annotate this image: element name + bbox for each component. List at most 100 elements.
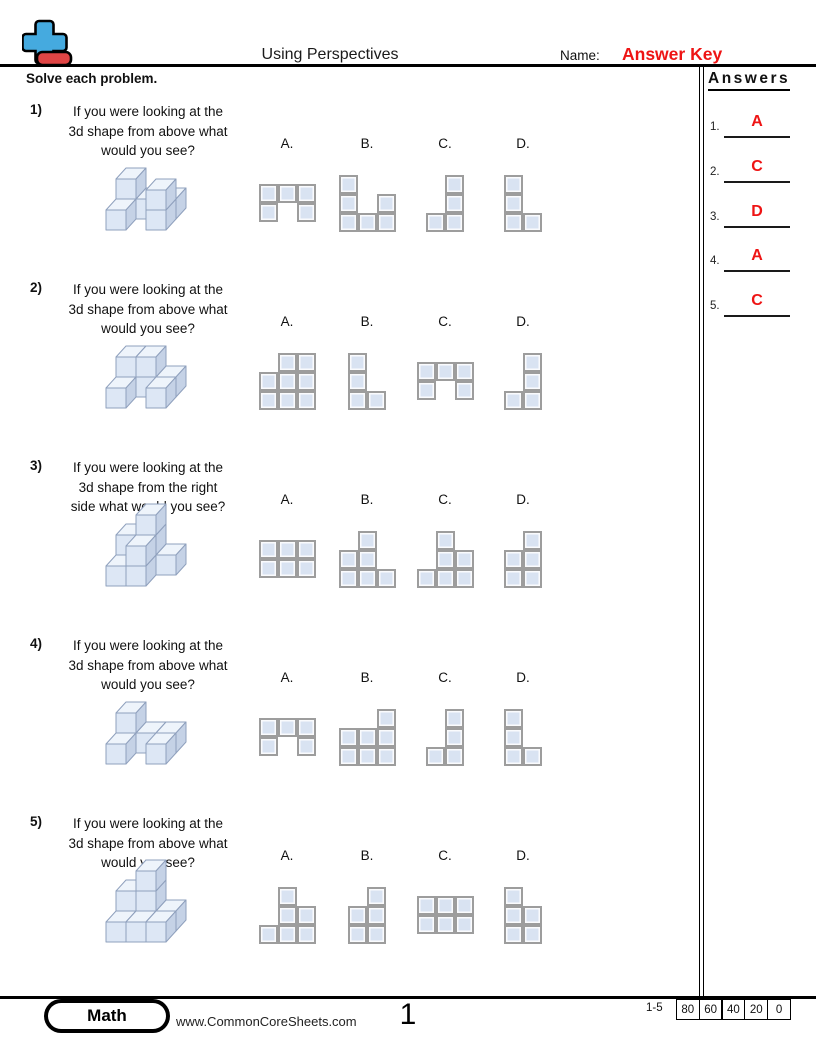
question-line: If you were looking at the: [72, 816, 224, 831]
score-range-label: 1-5: [646, 1002, 663, 1014]
grid-cell-filled: [367, 924, 386, 944]
grid-cell-empty: [504, 372, 523, 391]
grid-cell-empty: [358, 194, 377, 213]
answer-blank-line: [724, 225, 790, 228]
score-box: 60: [698, 999, 723, 1020]
option-grid-wrap: [328, 344, 406, 418]
option-column[interactable]: A.: [248, 848, 326, 952]
grid-cell-filled: [338, 212, 358, 232]
option-column[interactable]: B.: [328, 670, 406, 774]
grid-cell-filled: [376, 708, 396, 728]
option-column[interactable]: B.: [328, 314, 406, 418]
answer-blank-line: [724, 136, 790, 138]
option-grid: [426, 708, 464, 766]
footer-divider: [0, 996, 816, 999]
grid-cell-filled: [357, 568, 377, 588]
option-column[interactable]: A.: [248, 136, 326, 240]
grid-cell-filled: [357, 212, 377, 232]
grid-cell-filled: [454, 915, 474, 934]
option-column[interactable]: C.: [406, 492, 484, 596]
option-column[interactable]: B.: [328, 492, 406, 596]
grid-cell-filled: [338, 193, 358, 213]
problem-row: 5) If you were looking at the 3d shape fro…: [0, 808, 698, 986]
page-title: Using Perspectives: [261, 46, 399, 63]
option-column[interactable]: D.: [484, 492, 562, 596]
grid-cell-filled: [376, 746, 396, 766]
option-column[interactable]: B.: [328, 136, 406, 240]
problem-number: 4): [30, 636, 43, 651]
option-grid-wrap: [328, 700, 406, 774]
option-column[interactable]: C.: [406, 314, 484, 418]
grid-cell-filled: [523, 390, 542, 410]
option-grid-wrap: [328, 522, 406, 596]
option-column[interactable]: D.: [484, 848, 562, 952]
option-column[interactable]: B.: [328, 848, 406, 952]
option-column[interactable]: C.: [406, 136, 484, 240]
grid-cell-filled: [296, 559, 316, 578]
grid-cell-filled: [426, 746, 445, 766]
option-grid: [504, 530, 542, 588]
grid-cell-empty: [436, 381, 455, 400]
option-column[interactable]: A.: [248, 492, 326, 596]
header-divider: [0, 64, 816, 67]
option-column[interactable]: D.: [484, 314, 562, 418]
option-grid-wrap: [328, 878, 406, 952]
grid-cell-filled: [454, 381, 474, 400]
grid-cell-filled: [523, 352, 542, 372]
grid-cell-empty: [367, 372, 386, 391]
grid-cell-empty: [523, 175, 542, 194]
grid-cell-filled: [348, 390, 367, 410]
grid-cell-empty: [377, 531, 396, 550]
score-box: 80: [675, 999, 700, 1020]
question-line: 3d shape from above what: [68, 123, 228, 139]
option-grid: [348, 886, 386, 944]
option-grid-wrap: [248, 166, 326, 240]
option-grid-wrap: [248, 878, 326, 952]
grid-cell-filled: [258, 718, 278, 737]
question-line: would you see?: [101, 321, 195, 336]
option-column[interactable]: A.: [248, 670, 326, 774]
answer-number: 3.: [710, 210, 720, 223]
problem-number: 1): [30, 102, 43, 117]
grid-cell-empty: [367, 353, 386, 372]
subject-badge: Math: [44, 999, 170, 1033]
grid-cell-filled: [504, 708, 523, 728]
option-column[interactable]: A.: [248, 314, 326, 418]
grid-cell-filled: [348, 905, 367, 925]
option-column[interactable]: C.: [406, 670, 484, 774]
name-label: Name:: [560, 48, 600, 63]
grid-cell-filled: [523, 530, 542, 550]
grid-cell-empty: [358, 709, 377, 728]
option-column[interactable]: C.: [406, 848, 484, 952]
grid-cell-filled: [504, 390, 523, 410]
answers-title: Answers: [708, 70, 791, 91]
option-label: C.: [438, 314, 452, 329]
grid-cell-filled: [504, 746, 523, 766]
grid-cell-empty: [339, 709, 358, 728]
website-link[interactable]: www.CommonCoreSheets.com: [176, 1014, 357, 1029]
option-label: A.: [280, 670, 294, 685]
grid-cell-empty: [523, 728, 542, 747]
grid-cell-filled: [523, 924, 542, 944]
grid-cell-filled: [277, 559, 297, 578]
option-grid: [426, 174, 464, 232]
grid-cell-empty: [377, 175, 396, 194]
grid-cell-empty: [426, 728, 445, 747]
grid-cell-filled: [258, 203, 278, 222]
option-label: C.: [438, 670, 452, 685]
option-column[interactable]: D.: [484, 670, 562, 774]
grid-cell-empty: [504, 353, 523, 372]
question-line: If you were looking at the: [72, 282, 224, 297]
answer-value: A: [751, 247, 763, 265]
option-grid: [338, 708, 396, 766]
grid-cell-filled: [435, 568, 455, 588]
grid-cell-filled: [338, 568, 358, 588]
option-column[interactable]: D.: [484, 136, 562, 240]
option-grid-wrap: [248, 522, 326, 596]
grid-cell-empty: [426, 709, 445, 728]
grid-cell-filled: [504, 212, 523, 232]
grid-cell-filled: [445, 193, 464, 213]
option-grid: [338, 530, 396, 588]
grid-cell-filled: [376, 568, 396, 588]
option-grid: [416, 530, 474, 588]
